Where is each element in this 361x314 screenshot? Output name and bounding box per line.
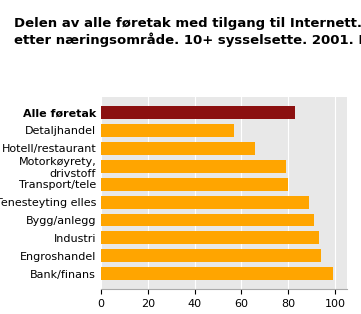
Bar [101, 178, 288, 191]
Bar [101, 196, 309, 208]
Bar [101, 249, 321, 262]
Bar [101, 124, 234, 137]
Bar [101, 214, 314, 226]
Bar [101, 106, 295, 119]
Bar [101, 231, 318, 244]
Bar [101, 160, 286, 173]
Bar [101, 267, 332, 280]
Bar [101, 142, 255, 155]
Text: Delen av alle føretak med tilgang til Internett. Fordelt
etter næringsområde. 10: Delen av alle føretak med tilgang til In… [14, 17, 361, 47]
